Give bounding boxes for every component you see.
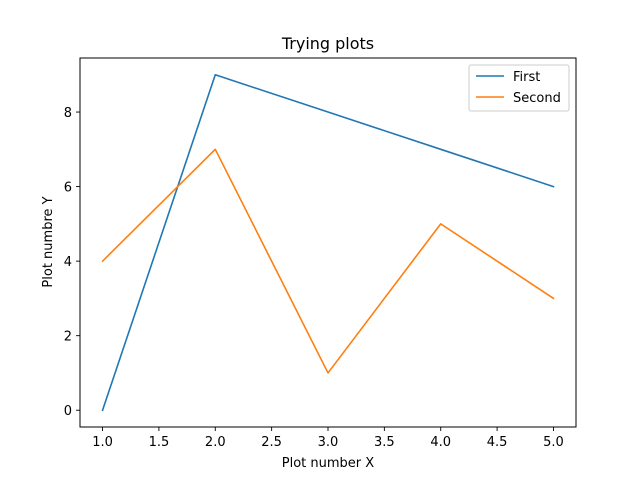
x-axis-ticks: 1.0 1.5 2.0 2.5 3.0 3.5 4.0 4.5 5.0 — [92, 427, 564, 450]
legend: First Second — [468, 64, 570, 112]
x-tick-label: 1.0 — [92, 435, 113, 450]
x-tick-label: 1.5 — [149, 435, 170, 450]
y-tick-label: 8 — [64, 106, 72, 121]
legend-label-second: Second — [513, 91, 561, 106]
plot-lines — [101, 73, 555, 412]
x-tick-label: 4.5 — [487, 435, 508, 450]
series-line-second — [101, 148, 555, 374]
y-axis-ticks: 0 2 4 6 8 — [64, 106, 80, 419]
y-tick-label: 2 — [64, 330, 72, 345]
y-tick-label: 0 — [64, 404, 72, 419]
x-tick-label: 2.5 — [261, 435, 282, 450]
chart-title: Trying plots — [281, 34, 374, 53]
y-tick-label: 6 — [64, 181, 72, 196]
series-line-first — [101, 73, 555, 412]
x-tick-label: 3.5 — [374, 435, 395, 450]
y-axis-label: Plot numbre Y — [41, 196, 56, 287]
x-tick-label: 5.0 — [543, 435, 564, 450]
x-tick-label: 4.0 — [430, 435, 451, 450]
y-tick-label: 4 — [64, 255, 72, 270]
x-axis-label: Plot number X — [282, 456, 375, 471]
x-tick-label: 3.0 — [318, 435, 339, 450]
x-tick-label: 2.0 — [205, 435, 226, 450]
legend-label-first: First — [513, 70, 540, 85]
